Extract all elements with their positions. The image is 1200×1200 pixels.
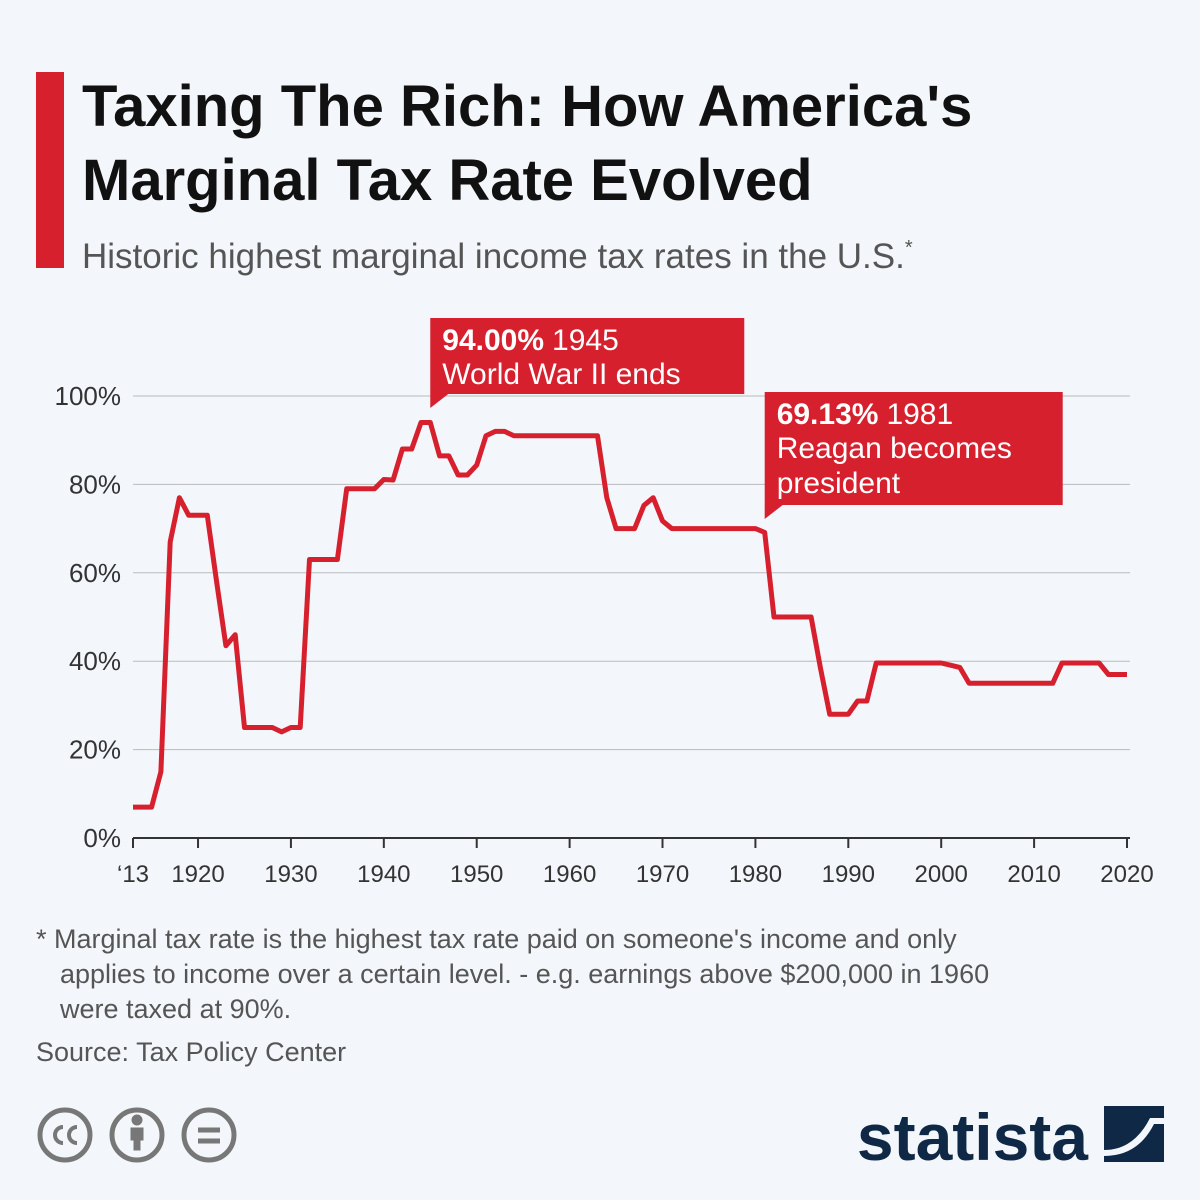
subtitle-text: Historic highest marginal income tax rat… [82,237,905,276]
footnote: * Marginal tax rate is the highest tax r… [36,924,957,954]
source: Source: Tax Policy Center [36,1037,346,1067]
chart-title: Marginal Tax Rate Evolved [82,148,813,213]
annotation-box [764,392,1063,505]
x-tick-label: 1950 [450,861,503,888]
x-tick-label: 1990 [822,861,875,888]
x-tick-label: 1960 [543,861,596,888]
footnote: were taxed at 90%. [59,994,291,1024]
brand: statista [857,1100,1089,1174]
annotation-pointer [764,505,783,519]
line [133,420,1127,810]
chart-title: Taxing The Rich: How America's [82,74,972,139]
subtitle-mark: * [905,237,913,259]
y-tick-label: 80% [69,469,121,499]
x-tick-label: 1920 [171,861,224,888]
annotation-year: 1945 [552,324,619,357]
y-tick-label: 40% [69,646,121,676]
annotation-pointer [430,394,449,408]
annotation-text: Reagan becomes [777,432,1012,465]
x-tick-label: 2000 [915,861,968,888]
x-tick-label: 1980 [729,861,782,888]
y-tick-label: 20% [69,735,121,765]
footnote: applies to income over a certain level. … [60,959,989,989]
x-tick-label: 1940 [357,861,410,888]
x-tick-label: 1970 [636,861,689,888]
x-tick-label: ‘13 [117,861,149,888]
x-tick-label: 1930 [264,861,317,888]
y-tick-label: 60% [69,558,121,588]
annotation-head: 94.00% 1945 [442,324,618,357]
annotation-year: 1981 [886,398,953,431]
annotation-text: World War II ends [442,358,680,391]
brand-logo [1104,1106,1164,1162]
x-tick-label: 2010 [1007,861,1060,888]
x-tick-label: 2020 [1100,861,1153,888]
subtitle: Historic highest marginal income tax rat… [82,237,913,276]
y-tick-label: 0% [83,823,121,853]
annotation-value: 94.00% [442,324,544,357]
license-icons [37,1107,237,1163]
annotation-head: 69.13% 1981 [777,398,954,431]
y-tick-label: 100% [55,381,122,411]
annotation-value: 69.13% [777,398,879,431]
annotation-box [430,318,745,394]
annotation-text: president [777,467,901,500]
title-accent [36,72,64,268]
